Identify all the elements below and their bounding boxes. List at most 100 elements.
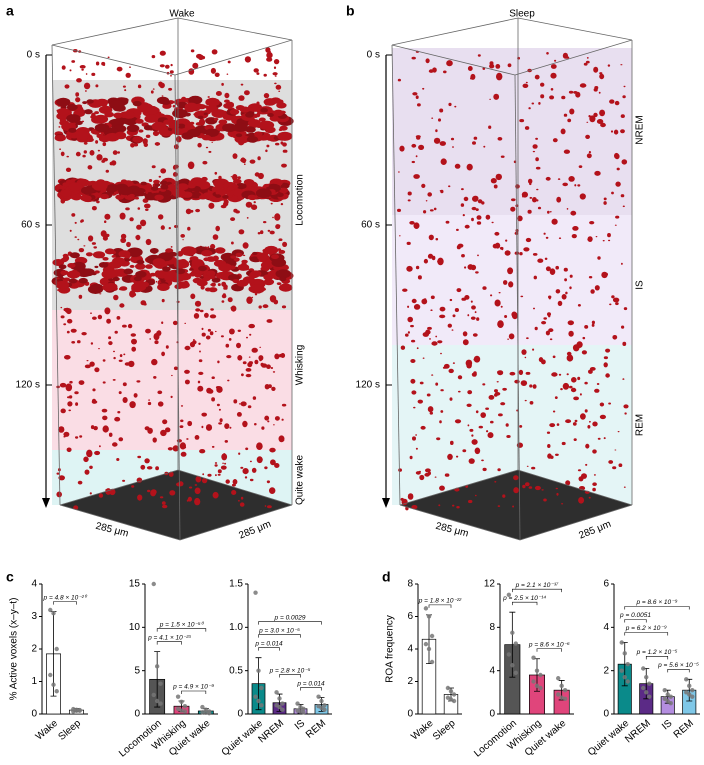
astro-event — [398, 171, 400, 173]
astro-event — [538, 102, 541, 105]
astro-event — [478, 425, 483, 429]
data-point — [429, 633, 435, 639]
astro-event — [85, 90, 87, 92]
time-label: 120 s — [356, 380, 380, 391]
astro-event — [91, 181, 108, 191]
astro-event — [100, 230, 107, 238]
astro-event — [241, 259, 248, 264]
astro-event — [123, 353, 126, 356]
astro-event — [208, 150, 212, 153]
astro-event — [561, 294, 567, 300]
astro-event — [119, 354, 123, 358]
astro-event — [224, 92, 230, 99]
astro-event — [422, 332, 429, 337]
astro-event — [500, 402, 506, 406]
astro-event — [104, 307, 111, 315]
astro-event — [206, 387, 212, 394]
astro-event — [245, 447, 249, 451]
astro-event — [217, 283, 221, 287]
y-tick-label: 0 — [134, 709, 140, 720]
astro-event — [532, 150, 536, 153]
astro-event — [495, 64, 501, 69]
astro-event — [145, 208, 149, 211]
astro-event — [488, 125, 492, 129]
astro-event — [411, 160, 415, 164]
p-value: p = 1.8 × 10⁻²² — [418, 598, 462, 605]
astro-event — [589, 115, 596, 123]
astro-event — [282, 241, 288, 247]
astro-event — [156, 96, 170, 105]
astro-event — [83, 245, 86, 247]
astro-event — [120, 237, 127, 243]
data-point — [54, 689, 59, 694]
astro-event — [243, 179, 255, 186]
astro-event — [157, 401, 164, 407]
astro-event — [249, 284, 265, 294]
astro-event — [557, 300, 563, 306]
p-value: p = 4.1 × 10⁻²³ — [147, 634, 191, 641]
astro-event — [128, 193, 135, 198]
astro-event — [258, 117, 266, 122]
astro-event — [482, 467, 487, 472]
astro-event — [235, 252, 243, 257]
astro-event — [211, 141, 213, 143]
astro-event — [535, 199, 539, 202]
astro-event — [99, 445, 101, 448]
astro-event — [545, 266, 551, 272]
astro-event — [59, 118, 66, 123]
astro-event — [246, 217, 249, 219]
astro-event — [451, 329, 454, 331]
astro-event — [258, 355, 264, 361]
astro-event — [230, 255, 236, 259]
box-edge — [514, 74, 521, 541]
data-point — [54, 646, 59, 652]
astro-event — [488, 395, 495, 400]
astro-event — [197, 380, 201, 384]
astro-event — [505, 239, 508, 242]
data-point — [423, 606, 429, 611]
astro-event — [566, 373, 569, 376]
astro-event — [507, 267, 514, 275]
astro-event — [577, 376, 581, 381]
astro-event — [507, 338, 509, 340]
astro-event — [91, 242, 96, 245]
astro-event — [242, 420, 248, 428]
astro-event — [466, 163, 473, 171]
astro-event — [153, 376, 157, 379]
time-label: 0 s — [367, 50, 380, 61]
astro-event — [533, 146, 535, 148]
astro-event — [210, 283, 215, 286]
astro-event — [411, 339, 416, 343]
astro-event — [481, 459, 484, 462]
astro-event — [578, 497, 585, 504]
astro-event — [613, 129, 619, 135]
astro-event — [281, 305, 287, 309]
astro-event — [519, 252, 523, 256]
astro-event — [55, 280, 70, 290]
astro-event — [592, 487, 596, 492]
y-tick-label: 8 — [489, 622, 495, 633]
astro-event — [237, 329, 241, 332]
astro-event — [215, 91, 222, 96]
astro-event — [230, 217, 236, 222]
astro-event — [116, 66, 123, 72]
astro-event — [124, 89, 127, 92]
astro-event — [271, 386, 276, 391]
astro-event — [95, 140, 99, 144]
astro-event — [258, 306, 262, 309]
astro-event — [173, 259, 190, 269]
panel-label: b — [346, 3, 355, 19]
astro-event — [456, 288, 462, 293]
data-point — [619, 640, 624, 645]
astro-event — [257, 232, 261, 235]
astro-event — [66, 114, 81, 123]
astro-event — [73, 329, 77, 332]
astro-event — [161, 351, 166, 357]
astro-event — [232, 153, 238, 159]
astro-event — [240, 157, 246, 163]
astro-event — [218, 175, 222, 180]
astro-event — [410, 324, 414, 328]
astro-event — [550, 88, 554, 91]
astro-event — [609, 99, 615, 104]
